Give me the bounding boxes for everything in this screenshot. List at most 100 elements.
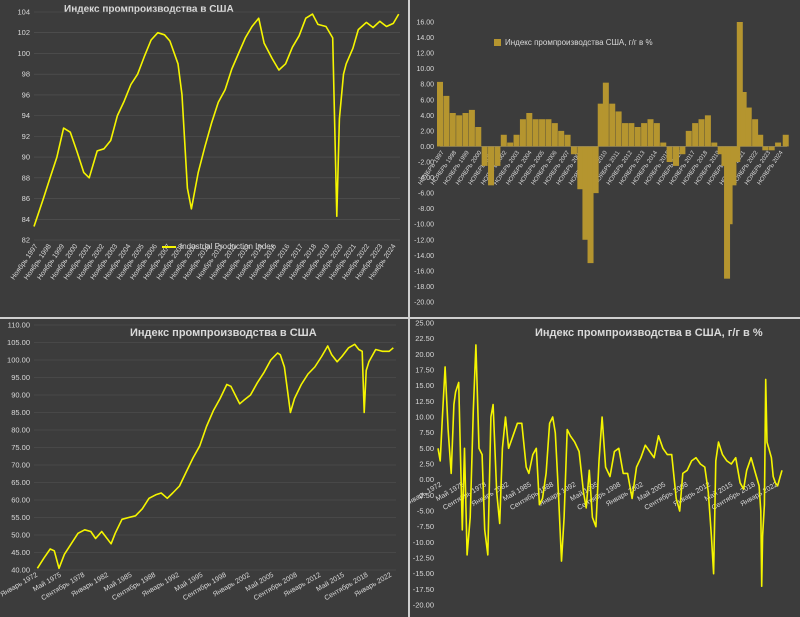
- bar: [692, 123, 699, 147]
- bar: [660, 142, 667, 147]
- chart-panel-bottom-right: Индекс промпроизводства в США, г/г в % 2…: [410, 319, 800, 617]
- x-tick-label: Январь 1972: [0, 572, 39, 599]
- bar: [782, 134, 789, 147]
- y-tick-label: -12.50: [413, 554, 434, 563]
- bar: [615, 111, 622, 147]
- y-tick-label: 95.00: [11, 373, 30, 382]
- y-tick-label: 8.00: [420, 82, 434, 89]
- bar: [734, 146, 741, 162]
- bar: [602, 82, 609, 147]
- y-tick-label: -18.00: [414, 284, 434, 291]
- y-tick-label: -20.00: [414, 300, 434, 307]
- y-tick-label: 16.00: [416, 20, 434, 27]
- y-tick-label: 25.00: [415, 319, 434, 328]
- bar: [628, 123, 635, 147]
- bar: [666, 146, 673, 162]
- y-tick-label: 2.00: [420, 128, 434, 135]
- bar: [564, 134, 571, 147]
- y-tick-label: -14.00: [414, 253, 434, 260]
- y-tick-label: 84: [22, 215, 30, 224]
- y-tick-label: 102: [17, 28, 30, 37]
- bar: [653, 123, 660, 147]
- bar: [456, 115, 463, 147]
- y-tick-label: -4.00: [418, 175, 434, 182]
- y-tick-label: 100.00: [7, 356, 30, 365]
- chart-title: Индекс промпроизводства в США: [64, 4, 234, 15]
- y-tick-label: 92: [22, 132, 30, 141]
- y-tick-label: 10.00: [415, 413, 434, 422]
- y-tick-label: 20.00: [415, 350, 434, 359]
- bar: [698, 119, 705, 147]
- y-tick-label: 100: [17, 49, 30, 58]
- y-tick-label: 4.00: [420, 113, 434, 120]
- y-tick-label: 17.50: [415, 366, 434, 375]
- y-tick-label: 98: [22, 70, 30, 79]
- y-tick-label: -2.00: [418, 160, 434, 167]
- legend-swatch: [494, 39, 501, 46]
- y-tick-label: 86: [22, 194, 30, 203]
- bar: [768, 146, 775, 151]
- series-line: [437, 344, 783, 587]
- y-tick-label: 110.00: [8, 321, 30, 330]
- bar: [577, 146, 584, 190]
- bar: [597, 103, 604, 147]
- bar: [532, 119, 539, 147]
- y-tick-label: -8.00: [418, 206, 434, 213]
- y-tick-label: 12.50: [415, 397, 434, 406]
- y-tick-label: 7.50: [419, 428, 434, 437]
- y-tick-label: -10.00: [414, 222, 434, 229]
- y-tick-label: -17.50: [413, 585, 434, 594]
- bar: [685, 130, 692, 147]
- series-line: [33, 13, 400, 227]
- chart-legend: Industrial Production Index: [162, 242, 275, 251]
- y-tick-label: 80.00: [11, 426, 30, 435]
- chart-panel-top-right: 16.00 14.00 12.00 10.00 8.00 6.00 4.00 2.00 0.00…: [410, 0, 800, 317]
- bar: [647, 119, 654, 147]
- y-tick-label: 85.00: [11, 408, 30, 417]
- chart-svg: 25.00 22.50 20.00 17.50 15.00 12.50 10.00 7.50 5…: [410, 319, 783, 610]
- y-tick-label: 90.00: [11, 391, 30, 400]
- y-tick-label: 22.50: [415, 334, 434, 343]
- legend-label: Индекс промпроизводства США, г/г в %: [505, 38, 653, 47]
- chart-legend: Индекс промпроизводства США, г/г в %: [494, 38, 653, 47]
- chart-svg: 16.00 14.00 12.00 10.00 8.00 6.00 4.00 2.00 0.00…: [414, 20, 789, 307]
- bar: [592, 146, 599, 194]
- bar: [621, 123, 628, 147]
- y-tick-label: -16.00: [414, 268, 434, 275]
- bar: [752, 119, 759, 147]
- y-tick-label: 94: [22, 111, 30, 120]
- bar: [513, 134, 520, 147]
- y-tick-label: 12.00: [416, 51, 434, 58]
- chart-panel-bottom-left: Индекс промпроизводства в США 110.00 105.…: [0, 319, 408, 617]
- y-tick-label: 55.00: [11, 513, 30, 522]
- y-tick-label: 6.00: [420, 97, 434, 104]
- bar: [488, 146, 495, 186]
- y-tick-label: 60.00: [11, 496, 30, 505]
- y-tick-label: -2.50: [417, 491, 434, 500]
- y-tick-label: 2.50: [419, 460, 434, 469]
- bar: [551, 123, 558, 147]
- bar: [545, 119, 552, 147]
- chart-panel-top-left: Индекс промпроизводства в США 82 84 86 88 90…: [0, 0, 408, 317]
- bar: [500, 134, 507, 147]
- bar: [730, 146, 737, 186]
- y-tick-label: 65.00: [11, 478, 30, 487]
- y-tick-label: 105.00: [7, 338, 30, 347]
- bar: [587, 146, 594, 264]
- bar: [726, 146, 733, 225]
- chart-svg: 110.00 105.00 100.00 95.00 90.00 85.00 80.00 75…: [0, 321, 396, 602]
- series-line: [36, 343, 394, 570]
- y-tick-label: 40.00: [11, 566, 30, 575]
- bar: [526, 113, 533, 147]
- bar: [558, 130, 565, 147]
- y-tick-label: -20.00: [413, 601, 434, 610]
- y-tick-label: 10.00: [416, 66, 434, 73]
- bar: [634, 127, 641, 147]
- y-tick-label: 0.00: [420, 144, 434, 151]
- bar: [462, 113, 469, 147]
- bar: [481, 146, 488, 166]
- y-tick-label: 75.00: [11, 443, 30, 452]
- bar: [740, 92, 747, 147]
- bar: [570, 146, 577, 155]
